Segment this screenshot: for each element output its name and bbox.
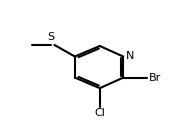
Text: N: N (126, 51, 135, 61)
Text: S: S (47, 32, 54, 42)
Text: Br: Br (149, 73, 161, 83)
Text: Cl: Cl (94, 108, 105, 118)
